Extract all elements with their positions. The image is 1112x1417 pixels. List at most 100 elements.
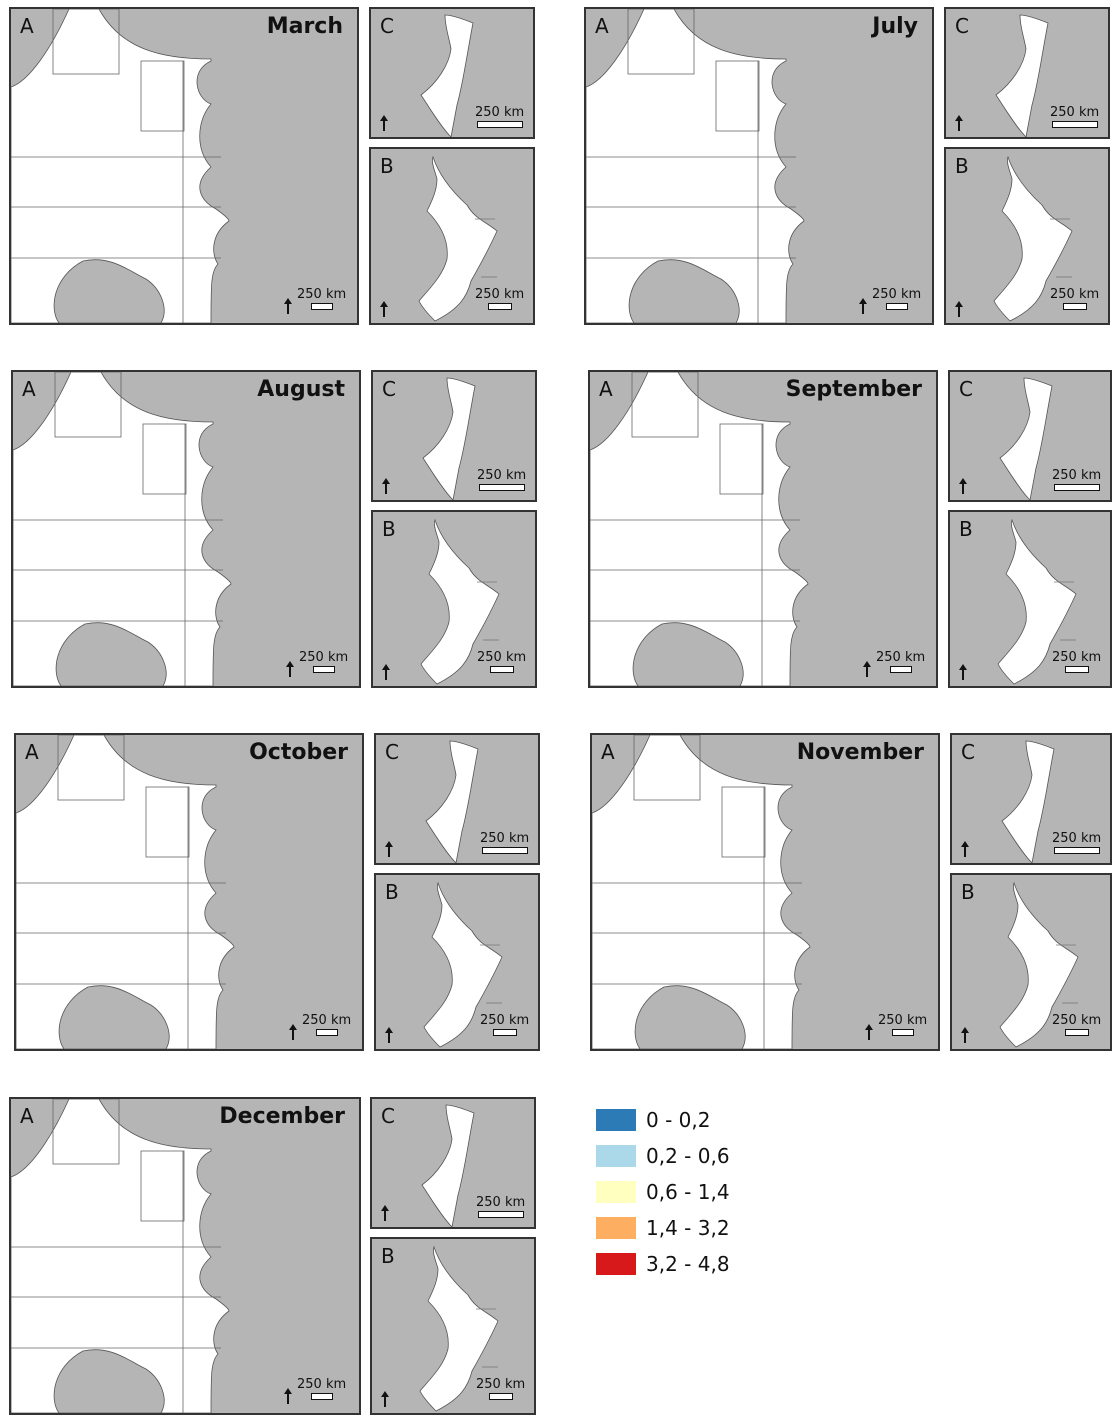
sea-area — [586, 9, 805, 323]
region-boundary — [715, 60, 760, 132]
legend-swatch — [596, 1253, 636, 1275]
month-title: August — [257, 377, 345, 402]
island — [634, 985, 746, 1049]
map-c-letter: C — [380, 14, 394, 38]
scale-bar-label: 250 km — [1050, 287, 1100, 302]
region-boundary — [631, 372, 699, 438]
sea-area — [11, 1099, 230, 1413]
scale-bar-label: 250 km — [477, 468, 527, 483]
map-a-letter: A — [20, 14, 34, 38]
month-panel-october: A October 250 km C 250 km B 250 km — [14, 733, 554, 1053]
north-arrow-icon — [865, 1024, 873, 1040]
north-arrow-icon — [286, 661, 294, 677]
scale-bar-label: 250 km — [1052, 831, 1102, 846]
sea-area — [425, 740, 479, 863]
legend-swatch — [596, 1181, 636, 1203]
legend-label: 0,2 - 0,6 — [646, 1144, 730, 1168]
region-boundary — [52, 1099, 120, 1165]
map-c-shapes — [999, 377, 1053, 500]
map-c-shapes — [420, 14, 474, 137]
map-b: B 250 km — [374, 873, 540, 1051]
map-b-letter: B — [380, 154, 394, 178]
region-boundary — [721, 786, 766, 858]
north-arrow-icon — [382, 478, 390, 494]
region-boundary — [142, 423, 187, 495]
map-c-shapes — [422, 377, 476, 500]
map-b-shapes — [420, 518, 500, 685]
map-c-shapes — [421, 1104, 475, 1227]
map-c: C 250 km — [370, 1097, 536, 1229]
map-c-letter: C — [385, 740, 399, 764]
scale-bar-label: 250 km — [1052, 650, 1102, 665]
scale-bar-label: 250 km — [872, 287, 922, 302]
map-b-shapes — [418, 155, 498, 322]
scale-bar-label: 250 km — [1050, 105, 1100, 120]
map-c: C 250 km — [948, 370, 1112, 502]
scale-bar: 250 km — [297, 287, 346, 310]
legend-item: 3,2 - 4,8 — [596, 1246, 730, 1282]
map-a-shapes — [11, 9, 230, 323]
map-b-letter: B — [382, 517, 396, 541]
map-b-shapes — [993, 155, 1073, 322]
month-title: July — [872, 14, 918, 39]
north-arrow-icon — [380, 301, 388, 317]
sea-area — [995, 14, 1049, 137]
map-a-letter: A — [20, 1104, 34, 1128]
month-panel-november: A November 250 km C 250 km B 250 km — [590, 733, 1112, 1053]
scale-bar: 250 km — [876, 650, 925, 673]
map-b: B 250 km — [944, 147, 1110, 325]
legend: 0 - 0,2 0,2 - 0,6 0,6 - 1,4 1,4 - 3,2 3,… — [596, 1102, 730, 1282]
map-c-letter: C — [955, 14, 969, 38]
legend-label: 1,4 - 3,2 — [646, 1216, 730, 1240]
map-b: B 250 km — [950, 873, 1112, 1051]
map-b-letter: B — [385, 880, 399, 904]
map-a: A March 250 km — [9, 7, 359, 325]
map-b: B 250 km — [371, 510, 537, 688]
island — [632, 622, 744, 686]
north-arrow-icon — [863, 661, 871, 677]
month-title: December — [219, 1104, 345, 1129]
scale-bar-label: 250 km — [297, 1377, 347, 1392]
region-boundary — [140, 1150, 185, 1222]
legend-swatch — [596, 1145, 636, 1167]
island — [53, 1349, 165, 1413]
month-title: September — [785, 377, 922, 402]
scale-bar-label: 250 km — [475, 105, 525, 120]
scale-bar-label: 250 km — [876, 650, 926, 665]
scale-bar: 250 km — [872, 287, 921, 310]
map-b-letter: B — [955, 154, 969, 178]
region-boundary — [54, 372, 122, 438]
scale-bar: 250 km — [477, 650, 526, 673]
scale-bar: 250 km — [1052, 1013, 1101, 1036]
month-title: March — [266, 14, 343, 39]
legend-label: 3,2 - 4,8 — [646, 1252, 730, 1276]
scale-bar-label: 250 km — [480, 831, 530, 846]
map-a: A August 250 km — [11, 370, 361, 688]
map-a: A December 250 km — [9, 1097, 361, 1415]
north-arrow-icon — [381, 1205, 389, 1221]
north-arrow-icon — [961, 1027, 969, 1043]
map-c-letter: C — [381, 1104, 395, 1128]
scale-bar: 250 km — [1050, 105, 1099, 128]
scale-bar: 250 km — [480, 831, 529, 854]
map-c: C 250 km — [371, 370, 537, 502]
map-b-letter: B — [381, 1244, 395, 1268]
island — [53, 259, 165, 323]
scale-bar-label: 250 km — [299, 650, 349, 665]
map-a: A September 250 km — [588, 370, 938, 688]
scale-bar-label: 250 km — [1052, 468, 1102, 483]
scale-bar: 250 km — [297, 1377, 346, 1400]
month-title: November — [796, 740, 924, 765]
region-boundary — [633, 735, 701, 801]
sea-area — [419, 1245, 499, 1412]
sea-area — [422, 377, 476, 500]
sea-area — [993, 155, 1073, 322]
scale-bar: 250 km — [475, 287, 524, 310]
north-arrow-icon — [284, 298, 292, 314]
legend-label: 0,6 - 1,4 — [646, 1180, 730, 1204]
north-arrow-icon — [284, 1388, 292, 1404]
scale-bar: 250 km — [477, 468, 526, 491]
scale-bar: 250 km — [302, 1013, 351, 1036]
map-c: C 250 km — [944, 7, 1110, 139]
map-c-shapes — [995, 14, 1049, 137]
